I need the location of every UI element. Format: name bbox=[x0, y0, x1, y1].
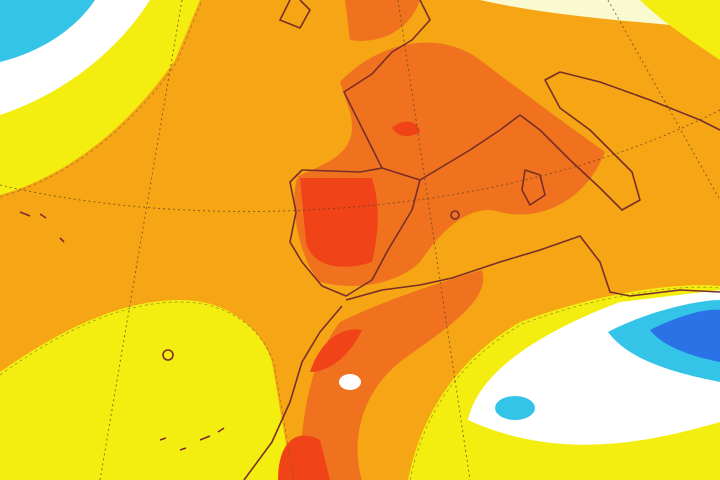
red-region bbox=[278, 435, 330, 480]
coastline bbox=[279, 0, 311, 29]
dark-orange-region bbox=[345, 0, 420, 41]
coastline bbox=[343, 0, 431, 169]
island bbox=[521, 169, 546, 206]
island bbox=[162, 349, 174, 361]
blue-region bbox=[650, 309, 720, 362]
red-region bbox=[392, 121, 420, 137]
contour-line bbox=[0, 301, 295, 480]
island bbox=[19, 211, 65, 243]
island bbox=[450, 210, 460, 220]
dark-orange-region bbox=[300, 270, 484, 480]
island bbox=[159, 427, 225, 451]
graticule-line bbox=[99, 0, 183, 480]
cyan-region bbox=[0, 0, 95, 62]
yellow-region bbox=[0, 300, 292, 480]
cyan-region bbox=[495, 396, 535, 420]
red-region bbox=[310, 329, 362, 372]
yellow-region bbox=[640, 0, 720, 60]
graticule-line bbox=[607, 0, 720, 201]
coastline bbox=[345, 235, 720, 301]
red-region bbox=[300, 178, 378, 267]
coastline bbox=[243, 305, 343, 480]
coastline bbox=[419, 71, 720, 211]
graticule-line bbox=[397, 0, 471, 480]
coastline bbox=[289, 167, 421, 297]
white-region bbox=[339, 374, 361, 390]
contour-line bbox=[409, 286, 720, 480]
